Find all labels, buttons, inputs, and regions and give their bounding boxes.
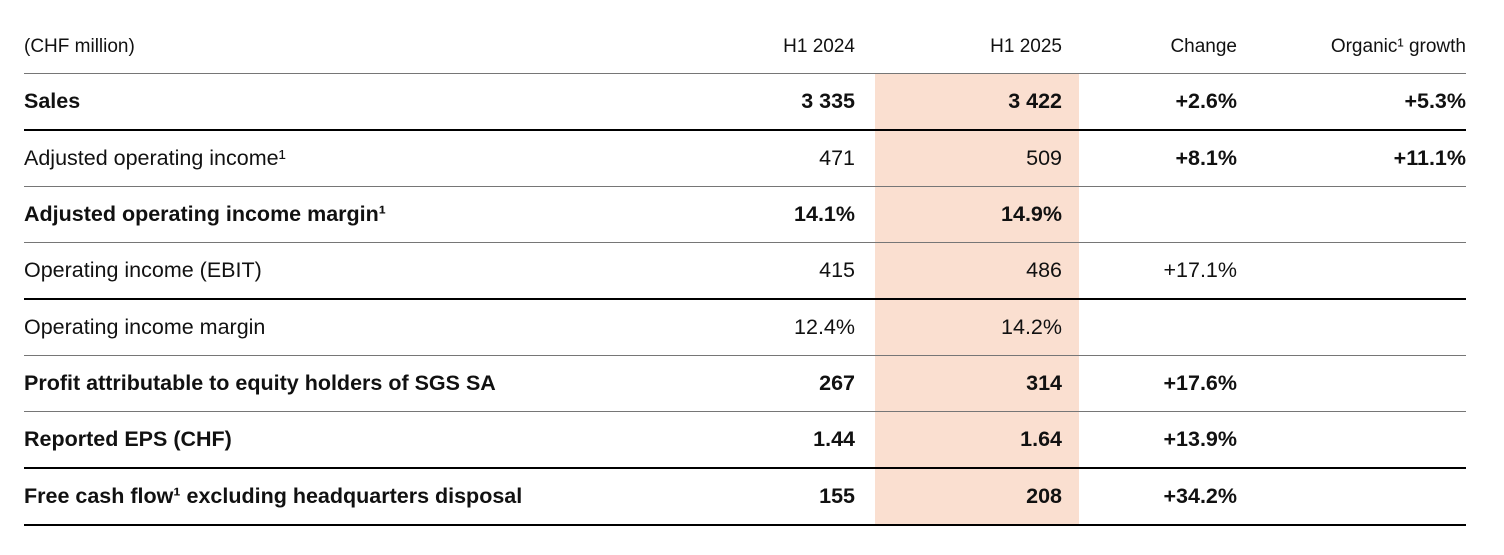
table-row: Reported EPS (CHF) 1.44 1.64 +13.9%	[24, 411, 1466, 469]
table-header: (CHF million) H1 2024 H1 2025 Change Org…	[24, 0, 1466, 74]
table-row: Operating income (EBIT) 415 486 +17.1%	[24, 242, 1466, 300]
col-header-organic-growth: Organic¹ growth	[1237, 0, 1466, 74]
organic-growth-value: +11.1%	[1237, 129, 1466, 187]
col-header-h1-2024: H1 2024	[700, 0, 875, 74]
organic-growth-value	[1237, 298, 1466, 356]
organic-growth-value	[1237, 467, 1466, 526]
unit-label: (CHF million)	[24, 0, 700, 74]
row-label: Operating income (EBIT)	[24, 242, 700, 300]
results-table: (CHF million) H1 2024 H1 2025 Change Org…	[24, 0, 1466, 526]
table-row: Free cash flow¹ excluding headquarters d…	[24, 467, 1466, 526]
row-label: Reported EPS (CHF)	[24, 411, 700, 469]
h1-2025-value: 3 422	[875, 73, 1079, 131]
organic-growth-value	[1237, 242, 1466, 300]
change-value: +13.9%	[1079, 411, 1237, 469]
row-label: Sales	[24, 73, 700, 131]
organic-growth-value	[1237, 411, 1466, 469]
h1-2024-value: 14.1%	[700, 186, 875, 243]
h1-2024-value: 415	[700, 242, 875, 300]
h1-2024-value: 12.4%	[700, 298, 875, 356]
table-row: Adjusted operating income¹ 471 509 +8.1% +11…	[24, 129, 1466, 187]
change-value: +2.6%	[1079, 73, 1237, 131]
row-label: Adjusted operating income margin¹	[24, 186, 700, 243]
organic-growth-value	[1237, 355, 1466, 412]
header-row: (CHF million) H1 2024 H1 2025 Change Org…	[24, 0, 1466, 74]
organic-growth-value	[1237, 186, 1466, 243]
row-label: Adjusted operating income¹	[24, 129, 700, 187]
h1-2025-value: 509	[875, 129, 1079, 187]
col-header-change: Change	[1079, 0, 1237, 74]
h1-2025-value: 1.64	[875, 411, 1079, 469]
row-label: Profit attributable to equity holders of…	[24, 355, 700, 412]
h1-2024-value: 267	[700, 355, 875, 412]
table-row: Profit attributable to equity holders of…	[24, 355, 1466, 412]
h1-2025-value: 486	[875, 242, 1079, 300]
h1-2024-value: 3 335	[700, 73, 875, 131]
table-body: Sales 3 335 3 422 +2.6% +5.3% Adjusted operat…	[24, 73, 1466, 526]
row-label: Free cash flow¹ excluding headquarters d…	[24, 467, 700, 526]
table-row: Operating income margin 12.4% 14.2%	[24, 298, 1466, 356]
h1-2025-value: 14.2%	[875, 298, 1079, 356]
change-value: +17.6%	[1079, 355, 1237, 412]
change-value: +34.2%	[1079, 467, 1237, 526]
h1-2024-value: 155	[700, 467, 875, 526]
row-label: Operating income margin	[24, 298, 700, 356]
organic-growth-value: +5.3%	[1237, 73, 1466, 131]
h1-2024-value: 1.44	[700, 411, 875, 469]
h1-2025-value: 208	[875, 467, 1079, 526]
h1-2025-value: 14.9%	[875, 186, 1079, 243]
h1-2024-value: 471	[700, 129, 875, 187]
table-row: Adjusted operating income margin¹ 14.1% 14…	[24, 186, 1466, 243]
change-value: +8.1%	[1079, 129, 1237, 187]
table-row: Sales 3 335 3 422 +2.6% +5.3%	[24, 73, 1466, 131]
change-value	[1079, 186, 1237, 243]
col-header-h1-2025: H1 2025	[875, 0, 1079, 74]
h1-2025-value: 314	[875, 355, 1079, 412]
change-value: +17.1%	[1079, 242, 1237, 300]
change-value	[1079, 298, 1237, 356]
